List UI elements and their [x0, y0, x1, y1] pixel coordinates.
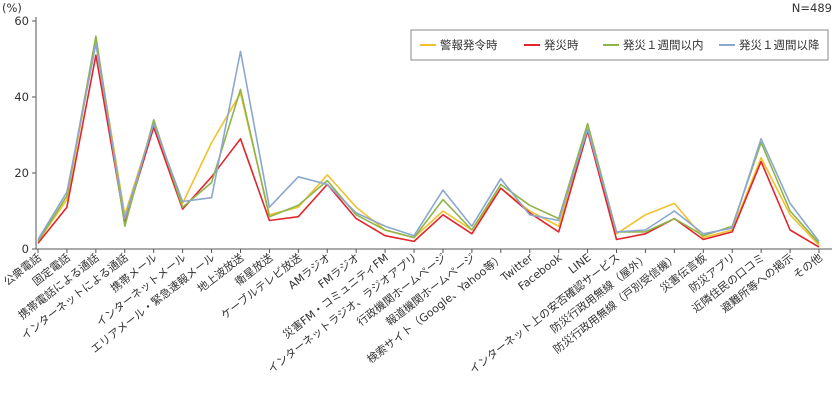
y-tick-label: 60: [14, 14, 29, 28]
y-tick-label: 40: [14, 90, 29, 104]
y-ticks: 0 20 40 60: [14, 14, 36, 256]
legend-box: [410, 29, 829, 61]
legend: 警報発令時 発災時 発災１週間以内 発災１週間以降: [410, 29, 829, 61]
x-category-label: その他: [791, 251, 825, 282]
legend-label: 発災時: [544, 38, 579, 52]
axes: [35, 17, 832, 250]
legend-label: 警報発令時: [440, 38, 498, 52]
sample-size-note: N=489: [792, 1, 832, 15]
series-line-2: [37, 54, 820, 248]
y-tick-label: 20: [14, 166, 29, 180]
series-lines: [37, 35, 820, 248]
series-line-4: [37, 42, 820, 242]
y-unit-label: (%): [2, 1, 22, 15]
x-tick-labels: 公衆電話固定電話携帯電話による通話インターネットによる通話携帯メールインターネッ…: [1, 249, 825, 376]
y-tick-label: 0: [22, 242, 29, 256]
legend-label: 発災１週間以降: [739, 38, 820, 52]
series-line-1: [37, 39, 820, 246]
legend-label: 発災１週間以内: [623, 38, 704, 52]
